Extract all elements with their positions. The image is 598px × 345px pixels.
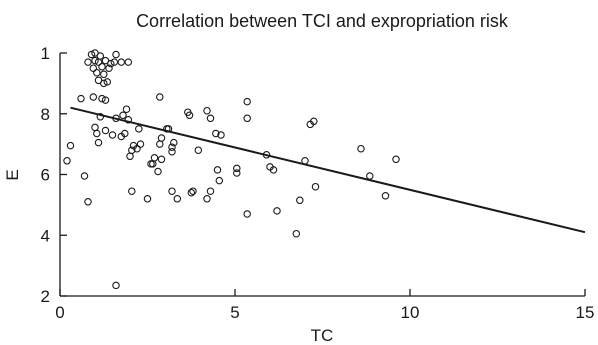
data-point xyxy=(157,155,166,164)
data-point xyxy=(233,169,241,177)
y-tick-label: 4 xyxy=(41,226,50,245)
data-point xyxy=(101,126,110,135)
data-point xyxy=(189,187,197,195)
y-tick-label: 6 xyxy=(41,166,50,185)
data-point xyxy=(157,134,166,142)
data-point xyxy=(143,195,152,203)
data-point xyxy=(217,131,225,139)
data-point xyxy=(310,117,318,126)
data-points xyxy=(63,49,400,290)
data-point xyxy=(119,111,127,120)
data-point xyxy=(168,143,176,151)
x-tick-label: 10 xyxy=(401,303,420,322)
data-point xyxy=(96,113,105,121)
data-point xyxy=(124,58,133,66)
data-point xyxy=(185,111,194,120)
data-point xyxy=(136,140,145,148)
trendline xyxy=(70,106,586,234)
data-point xyxy=(63,157,71,165)
data-point xyxy=(243,97,251,106)
data-point xyxy=(168,187,176,195)
data-point xyxy=(213,166,222,174)
data-point xyxy=(156,140,164,148)
chart-axes: 0 5 10 15 2 4 6 8 1 xyxy=(41,44,595,322)
data-point xyxy=(215,176,224,185)
data-point xyxy=(203,106,211,115)
data-point xyxy=(122,105,131,113)
data-point xyxy=(107,59,115,68)
data-point xyxy=(173,195,182,203)
y-tick-label: 1 xyxy=(41,44,50,63)
data-point xyxy=(128,187,136,195)
y-tick-label: 2 xyxy=(41,287,50,306)
data-point xyxy=(98,94,106,103)
data-point xyxy=(296,196,304,205)
data-point xyxy=(93,68,101,77)
data-point xyxy=(84,198,92,206)
data-point xyxy=(94,138,103,147)
data-point xyxy=(98,62,106,71)
data-point xyxy=(91,56,99,65)
data-point xyxy=(110,58,119,66)
data-point xyxy=(206,114,215,123)
data-point xyxy=(156,93,164,101)
y-tick-label: 8 xyxy=(41,105,50,124)
x-axis-label: TC xyxy=(311,326,334,345)
data-point xyxy=(100,79,108,88)
data-point xyxy=(87,50,96,59)
trendline-group xyxy=(70,106,586,234)
data-point xyxy=(187,188,196,197)
data-point xyxy=(117,58,126,66)
data-point xyxy=(77,94,85,103)
data-point xyxy=(212,129,220,138)
data-point xyxy=(112,50,120,59)
data-point xyxy=(311,182,320,191)
data-point xyxy=(84,58,92,66)
x-tick-label: 0 xyxy=(55,303,64,322)
y-axis-label: E xyxy=(3,169,22,180)
data-point xyxy=(100,70,108,79)
data-point xyxy=(243,114,251,123)
data-point xyxy=(203,195,211,203)
data-point xyxy=(108,131,117,139)
data-point xyxy=(243,210,251,218)
data-point xyxy=(93,129,101,138)
data-point xyxy=(170,138,178,147)
data-point xyxy=(381,192,390,200)
data-point xyxy=(135,125,143,133)
data-point xyxy=(150,154,159,162)
data-point xyxy=(112,281,120,290)
x-tick-label: 15 xyxy=(576,303,595,322)
chart-title: Correlation between TCI and expropriatio… xyxy=(136,11,509,31)
data-point xyxy=(96,52,105,60)
data-point xyxy=(103,78,112,86)
data-point xyxy=(128,146,136,154)
data-point xyxy=(91,123,99,132)
data-point xyxy=(168,147,176,156)
data-point xyxy=(126,152,134,161)
data-point xyxy=(124,116,133,124)
data-point xyxy=(133,144,141,153)
data-point xyxy=(273,207,281,215)
data-point xyxy=(89,93,98,101)
data-point xyxy=(357,144,365,153)
data-point xyxy=(80,172,89,180)
data-point xyxy=(366,172,374,180)
data-point xyxy=(89,64,98,72)
data-point xyxy=(206,187,215,195)
x-tick-label: 5 xyxy=(230,303,239,322)
data-point xyxy=(194,146,203,154)
data-point xyxy=(292,229,301,238)
data-point xyxy=(105,64,113,72)
data-point xyxy=(154,167,162,176)
data-point xyxy=(66,141,75,150)
data-point xyxy=(121,129,129,138)
data-point xyxy=(233,164,241,173)
data-point xyxy=(392,155,400,164)
data-point xyxy=(101,96,110,104)
data-point xyxy=(269,166,278,174)
